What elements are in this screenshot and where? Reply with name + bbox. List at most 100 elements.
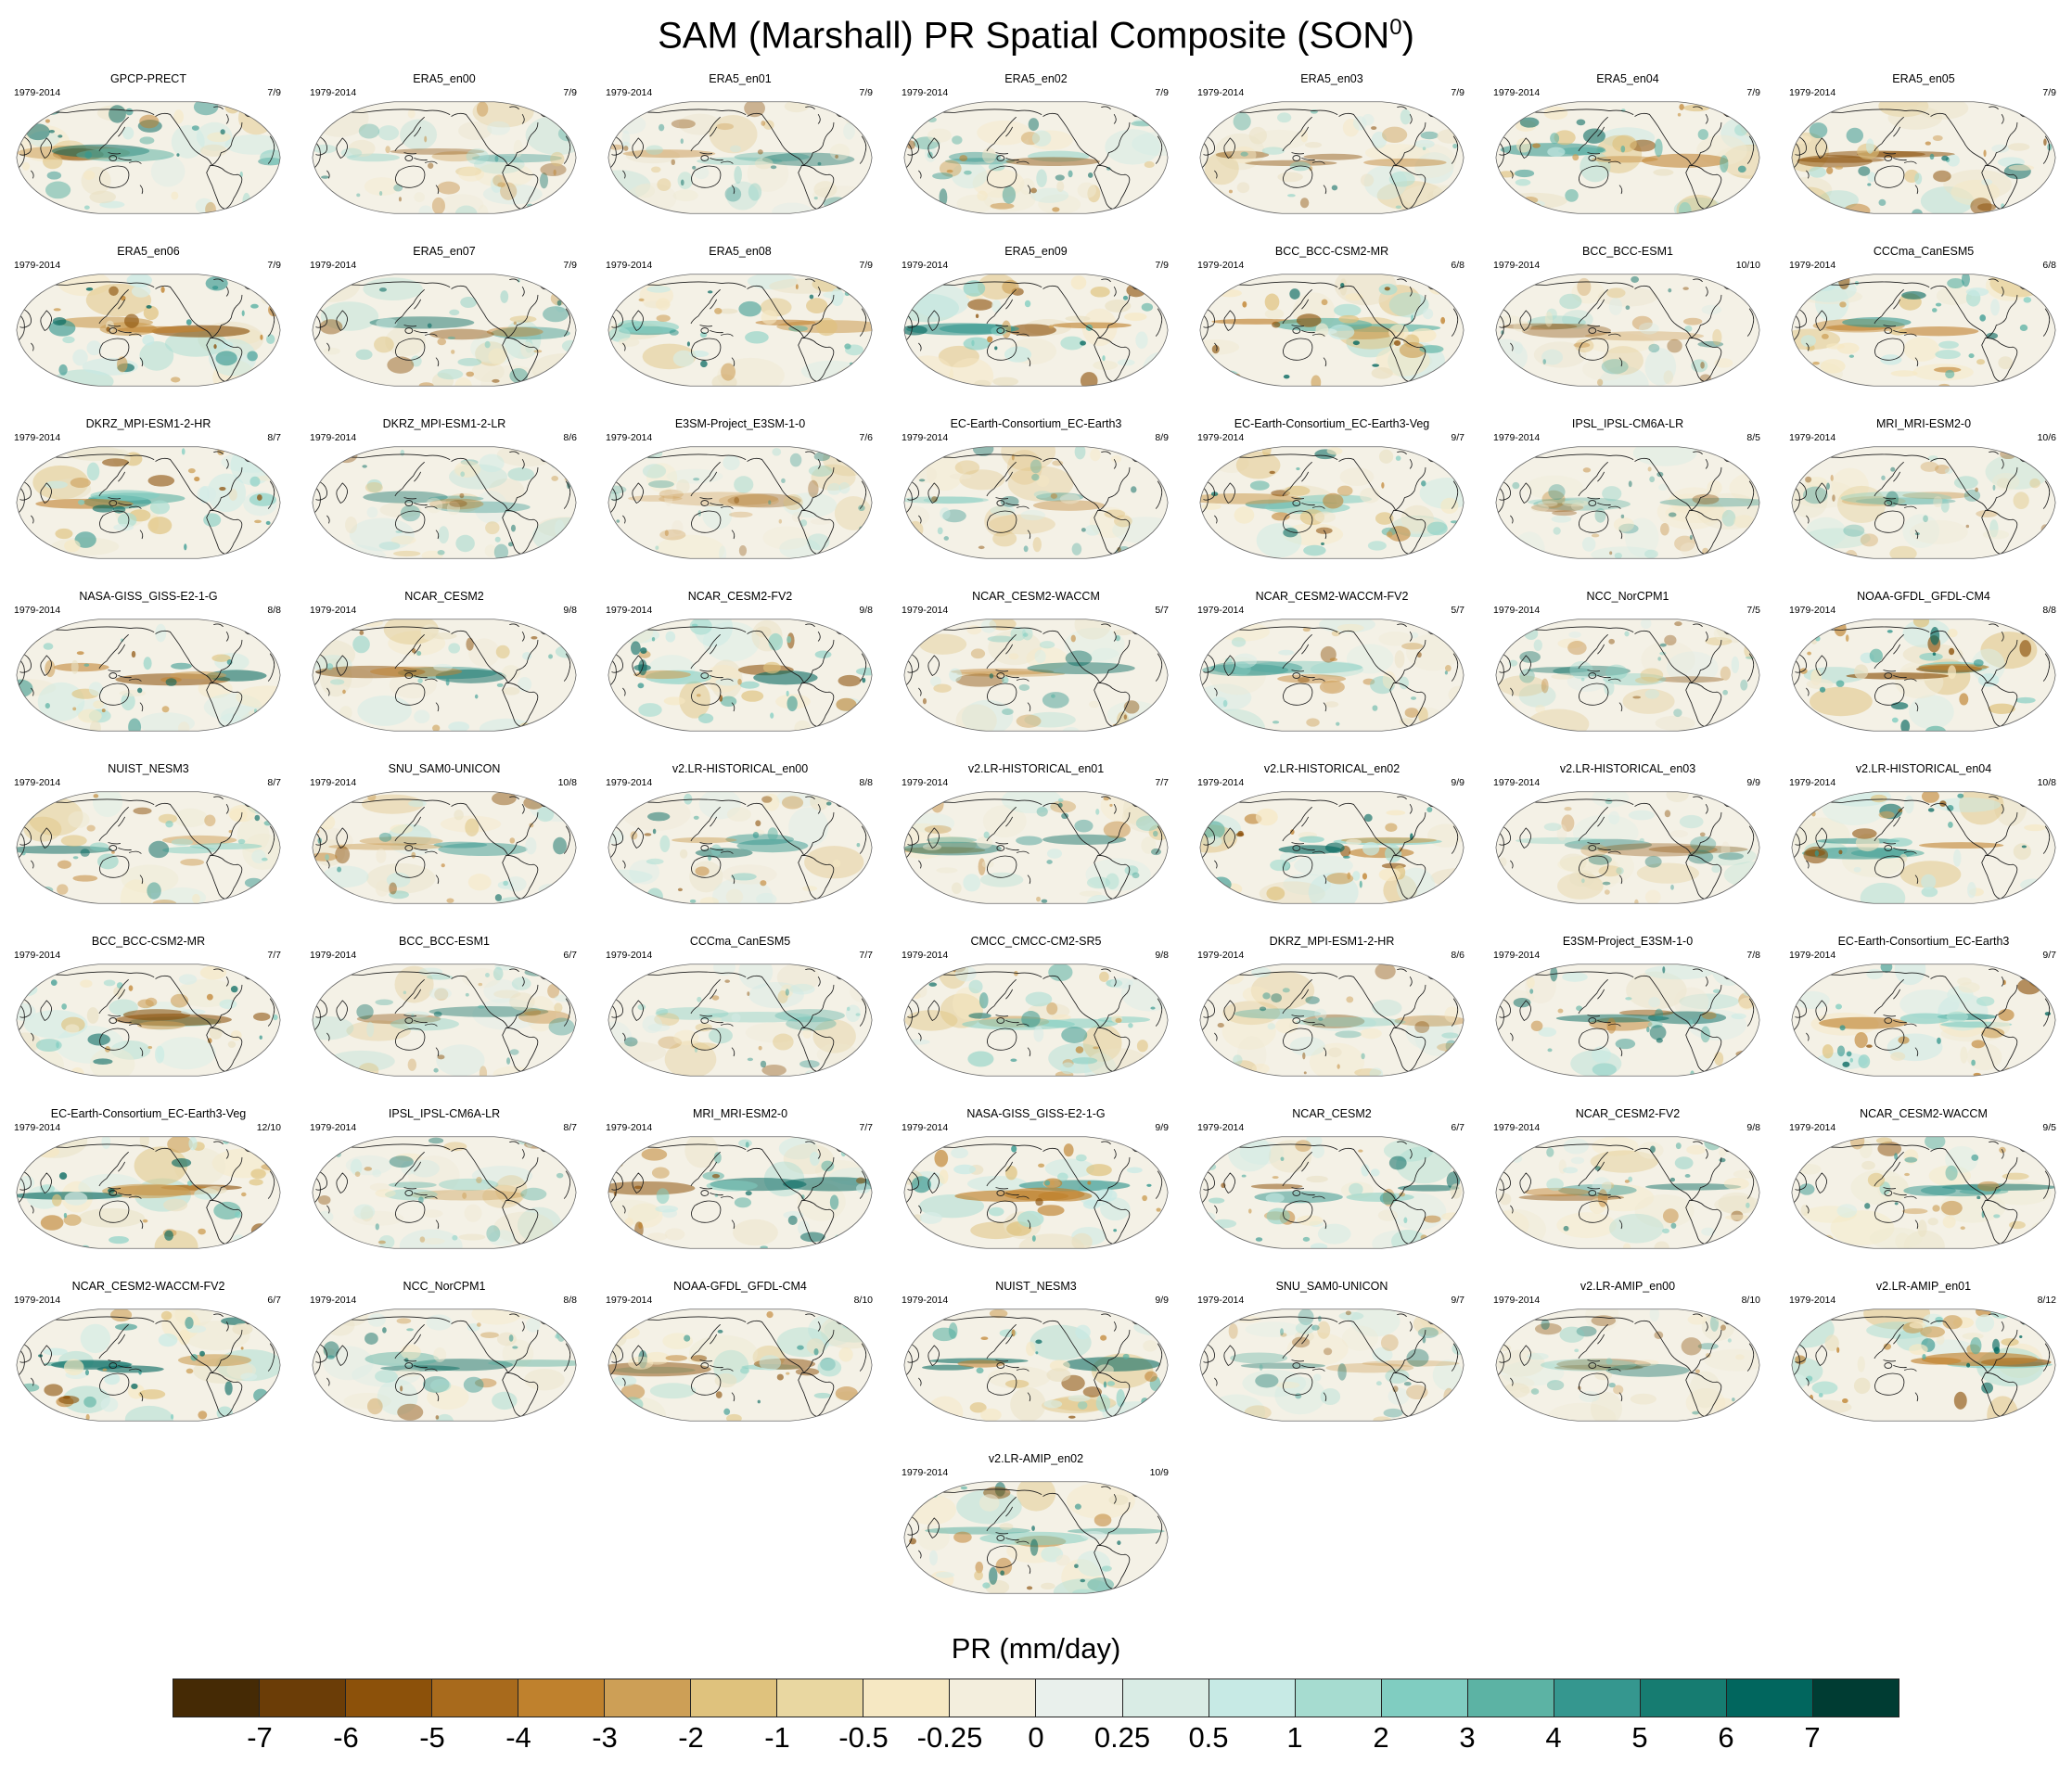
panel-ratio: 7/9 — [859, 260, 873, 271]
panel-model-title: DKRZ_MPI-ESM1-2-HR — [85, 417, 211, 430]
composite-panel: CCCma_CanESM5 1979-2014 7/7 — [593, 929, 889, 1102]
colorbar-segment — [346, 1679, 433, 1717]
map-canvas — [16, 791, 281, 904]
panel-ratio: 12/10 — [256, 1122, 281, 1133]
panel-model-title: E3SM-Project_E3SM-1-0 — [674, 417, 806, 430]
panel-period: 1979-2014 — [14, 1122, 61, 1133]
map-box: 1979-2014 9/7 — [1787, 949, 2060, 1091]
panel-ratio: 9/8 — [859, 605, 873, 616]
panel-ratio: 8/7 — [563, 1122, 577, 1133]
map-canvas — [1495, 964, 1760, 1077]
panel-ratio: 6/7 — [267, 1295, 281, 1306]
panel-model-title: EC-Earth-Consortium_EC-Earth3-Veg — [1234, 417, 1430, 430]
map-box: 1979-2014 7/9 — [900, 86, 1172, 229]
panel-model-title: v2.LR-AMIP_en01 — [1875, 1280, 1972, 1293]
map-box: 1979-2014 9/9 — [1491, 776, 1764, 919]
colorbar-tick-label: 4 — [1545, 1721, 1562, 1754]
map-box: 1979-2014 7/5 — [1491, 604, 1764, 747]
panel-model-title: NUIST_NESM3 — [108, 762, 189, 775]
panel-period: 1979-2014 — [1789, 432, 1836, 443]
panel-ratio: 8/12 — [2037, 1295, 2056, 1306]
composite-panel: ERA5_en09 1979-2014 7/9 — [889, 239, 1184, 412]
panel-ratio: 9/9 — [1451, 777, 1464, 788]
composite-panel: ERA5_en04 1979-2014 7/9 — [1480, 67, 1776, 239]
panel-period: 1979-2014 — [902, 87, 949, 98]
panel-model-title: ERA5_en05 — [1892, 72, 1955, 85]
panel-model-title: v2.LR-AMIP_en02 — [988, 1452, 1084, 1465]
map-box: 1979-2014 10/8 — [1787, 776, 2060, 919]
panel-period: 1979-2014 — [310, 1295, 357, 1306]
colorbar-segment — [950, 1679, 1037, 1717]
composite-panel: NASA-GISS_GISS-E2-1-G 1979-2014 9/9 — [889, 1102, 1184, 1274]
map-canvas — [608, 1136, 873, 1249]
panel-model-title: NOAA-GFDL_GFDL-CM4 — [1857, 590, 1990, 603]
map-box: 1979-2014 7/9 — [308, 86, 581, 229]
map-box: 1979-2014 7/9 — [1787, 86, 2060, 229]
map-box: 1979-2014 9/9 — [900, 1121, 1172, 1264]
panel-model-title: CCCma_CanESM5 — [689, 935, 791, 948]
composite-panel: MRI_MRI-ESM2-0 1979-2014 7/7 — [593, 1102, 889, 1274]
panel-ratio: 9/7 — [2042, 950, 2056, 961]
panel-period: 1979-2014 — [606, 605, 653, 616]
colorbar-tick-label: 0.25 — [1094, 1721, 1151, 1754]
map-canvas — [1791, 1136, 2056, 1249]
panel-model-title: ERA5_en04 — [1596, 72, 1659, 85]
map-box: 1979-2014 8/6 — [1196, 949, 1468, 1091]
map-box: 1979-2014 8/8 — [1787, 604, 2060, 747]
panel-period: 1979-2014 — [606, 87, 653, 98]
map-canvas — [608, 791, 873, 904]
composite-panel: ERA5_en03 1979-2014 7/9 — [1184, 67, 1480, 239]
map-canvas — [608, 619, 873, 732]
map-box: 1979-2014 6/7 — [1196, 1121, 1468, 1264]
panel-period: 1979-2014 — [1789, 777, 1836, 788]
panel-model-title: NCAR_CESM2 — [404, 590, 484, 603]
map-box: 1979-2014 5/7 — [1196, 604, 1468, 747]
colorbar-segment — [1295, 1679, 1382, 1717]
colorbar-tick-label: -5 — [419, 1721, 445, 1754]
map-canvas — [608, 964, 873, 1077]
panel-ratio: 10/8 — [2037, 777, 2056, 788]
panel-model-title: BCC_BCC-ESM1 — [399, 935, 490, 948]
map-box: 1979-2014 7/9 — [308, 259, 581, 402]
panel-model-title: NOAA-GFDL_GFDL-CM4 — [673, 1280, 807, 1293]
map-canvas — [1495, 446, 1760, 559]
panel-period: 1979-2014 — [1789, 1122, 1836, 1133]
map-canvas — [903, 101, 1169, 214]
colorbar-segment — [1036, 1679, 1123, 1717]
map-box: 1979-2014 8/10 — [604, 1294, 876, 1436]
map-box: 1979-2014 7/9 — [12, 259, 285, 402]
page-title-close: ) — [1401, 15, 1414, 57]
panel-model-title: NASA-GISS_GISS-E2-1-G — [79, 590, 218, 603]
panel-model-title: ERA5_en02 — [1004, 72, 1068, 85]
panel-period: 1979-2014 — [1493, 87, 1541, 98]
panel-period: 1979-2014 — [902, 950, 949, 961]
panel-period: 1979-2014 — [606, 260, 653, 271]
map-canvas — [1791, 1308, 2056, 1422]
colorbar-segment — [173, 1679, 261, 1717]
colorbar-segment — [1467, 1679, 1554, 1717]
panel-model-title: v2.LR-HISTORICAL_en01 — [967, 762, 1105, 775]
panel-ratio: 7/9 — [1155, 87, 1169, 98]
map-box: 1979-2014 8/7 — [12, 776, 285, 919]
panel-ratio: 8/6 — [563, 432, 577, 443]
composite-panel: NCAR_CESM2-WACCM-FV2 1979-2014 6/7 — [1, 1274, 297, 1447]
panel-ratio: 9/9 — [1155, 1122, 1169, 1133]
composite-panel: EC-Earth-Consortium_EC-Earth3-Veg 1979-20… — [1184, 412, 1480, 584]
panel-model-title: NCC_NorCPM1 — [1586, 590, 1669, 603]
composite-panel: ERA5_en07 1979-2014 7/9 — [297, 239, 593, 412]
map-box: 1979-2014 9/8 — [900, 949, 1172, 1091]
panel-ratio: 7/7 — [1155, 777, 1169, 788]
panel-period: 1979-2014 — [14, 87, 61, 98]
panel-ratio: 10/8 — [557, 777, 577, 788]
panel-ratio: 8/10 — [853, 1295, 873, 1306]
composite-panel: NCAR_CESM2-WACCM 1979-2014 5/7 — [889, 584, 1184, 757]
map-box: 1979-2014 7/7 — [12, 949, 285, 1091]
panel-period: 1979-2014 — [310, 87, 357, 98]
panel-model-title: EC-Earth-Consortium_EC-Earth3-Veg — [50, 1107, 247, 1120]
panel-model-title: NCAR_CESM2-WACCM-FV2 — [71, 1280, 225, 1293]
panel-period: 1979-2014 — [902, 605, 949, 616]
panel-model-title: ERA5_en08 — [709, 245, 772, 258]
panel-period: 1979-2014 — [902, 432, 949, 443]
composite-panel: v2.LR-HISTORICAL_en02 1979-2014 9/9 — [1184, 757, 1480, 929]
composite-panel: DKRZ_MPI-ESM1-2-LR 1979-2014 8/6 — [297, 412, 593, 584]
